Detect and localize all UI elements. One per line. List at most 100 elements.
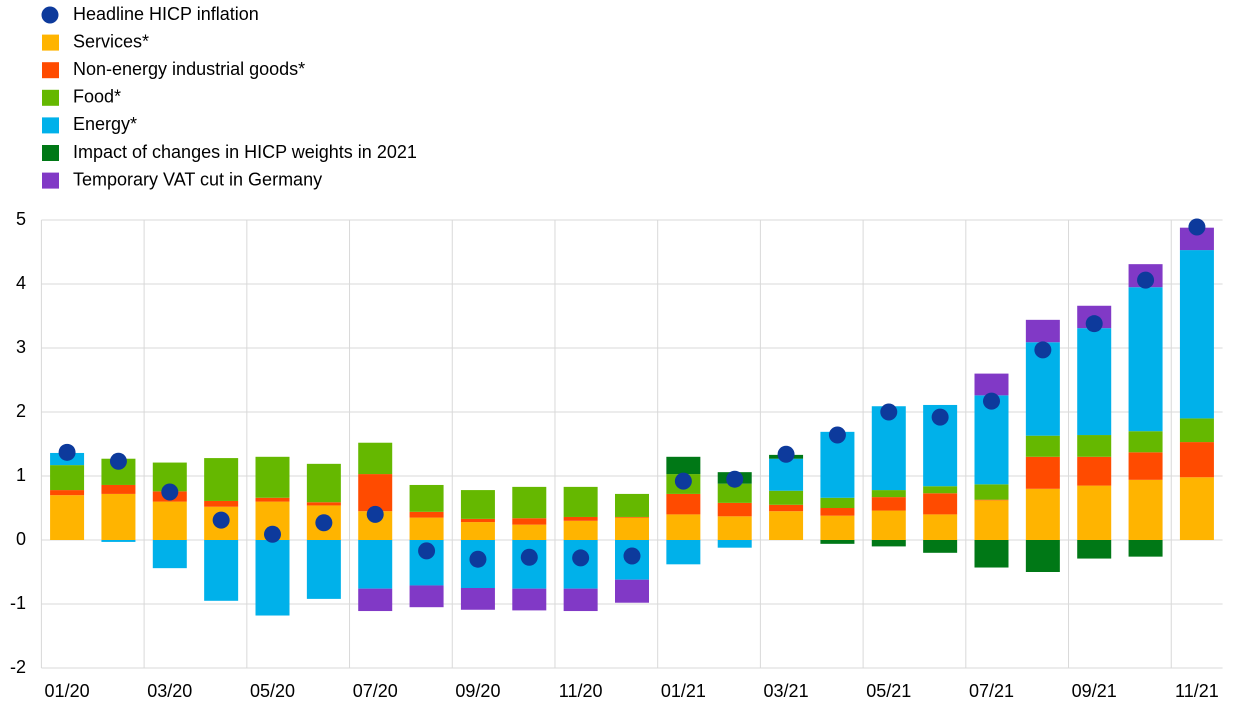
bar-segment — [717, 516, 752, 540]
bar-segment — [820, 508, 855, 516]
headline-dot — [674, 472, 692, 490]
bar-segment — [358, 474, 393, 512]
y-tick-label: 1 — [16, 465, 26, 485]
bar-segment — [460, 518, 495, 523]
bar-segment — [1179, 227, 1214, 251]
bar-segment — [306, 463, 341, 503]
x-tick-label: 01/21 — [661, 681, 706, 701]
bar-segment — [50, 465, 85, 491]
bar-segment — [101, 493, 136, 540]
headline-dot — [58, 443, 76, 461]
bar-segment — [563, 520, 598, 540]
headline-dot — [418, 542, 436, 560]
bar-segment — [1025, 319, 1060, 343]
bar-segment — [1128, 540, 1163, 557]
x-tick-label: 01/20 — [45, 681, 90, 701]
bar-segment — [974, 500, 1009, 540]
bar-segment — [615, 517, 649, 540]
bar-segment — [615, 516, 649, 518]
bar-segment — [666, 456, 701, 475]
bar-segment — [1025, 456, 1060, 489]
y-tick-label: 2 — [16, 401, 26, 421]
headline-dot — [1137, 271, 1155, 289]
bar-segment — [563, 516, 598, 521]
legend-marker — [42, 172, 59, 189]
bar-segment — [255, 497, 290, 502]
bar-segment — [358, 442, 393, 475]
bar-segment — [1128, 452, 1163, 480]
x-tick-label: 03/21 — [764, 681, 809, 701]
headline-dot — [982, 392, 1000, 410]
bar-segment — [204, 458, 239, 501]
bar-segment — [409, 511, 444, 518]
bar-segment — [306, 540, 341, 599]
headline-dot — [520, 548, 538, 566]
legend-label: Food* — [73, 87, 121, 107]
bar-segment — [204, 540, 239, 601]
bar-segment — [460, 522, 495, 540]
bar-segment — [1077, 485, 1112, 540]
bar-segment — [871, 540, 906, 547]
bar-segment — [974, 484, 1009, 500]
bar-segment — [1077, 456, 1112, 486]
headline-dot — [1034, 341, 1052, 359]
bar-segment — [101, 484, 136, 494]
bar-segment — [974, 499, 1009, 501]
y-tick-label: -1 — [10, 593, 26, 613]
bar-segment — [204, 500, 239, 507]
bar-segment — [563, 588, 598, 612]
bar-segment — [923, 493, 958, 515]
bar-segment — [1128, 431, 1163, 453]
headline-dot — [1085, 315, 1103, 333]
headline-dot — [572, 549, 590, 567]
bar-segment — [923, 540, 958, 553]
legend-marker — [42, 145, 59, 161]
bar-segment — [1077, 435, 1112, 457]
x-tick-label: 03/20 — [147, 681, 192, 701]
bar-segment — [1128, 479, 1163, 540]
x-tick-label: 05/20 — [250, 681, 295, 701]
bar-segment — [1025, 540, 1060, 572]
headline-dot — [828, 426, 846, 444]
bar-segment — [923, 514, 958, 540]
y-tick-label: 3 — [16, 337, 26, 357]
bar-segment — [358, 540, 393, 589]
bar-segment — [101, 540, 136, 542]
bar-segment — [255, 540, 290, 616]
headline-dot — [726, 470, 744, 488]
x-tick-label: 11/21 — [1175, 681, 1219, 701]
legend-marker — [42, 89, 59, 106]
bar-segment — [615, 579, 649, 603]
bar-segment — [820, 515, 855, 540]
x-tick-label: 07/21 — [969, 681, 1014, 701]
headline-dot — [109, 452, 127, 470]
bar-segment — [563, 486, 598, 517]
headline-dot — [161, 483, 179, 501]
headline-dot — [212, 511, 230, 529]
bar-segment — [512, 524, 547, 540]
bar-segment — [974, 540, 1009, 568]
x-tick-label: 11/20 — [559, 681, 603, 701]
bar-segment — [769, 490, 804, 505]
bar-segment — [923, 486, 958, 494]
bar-segment — [1025, 488, 1060, 540]
bar-segment — [1077, 328, 1112, 436]
bar-segment — [666, 514, 701, 540]
bar-segment — [409, 517, 444, 540]
bar-segment — [717, 540, 752, 548]
headline-dot — [264, 525, 282, 543]
x-tick-label: 05/21 — [866, 681, 911, 701]
bar-segment — [409, 484, 444, 512]
legend-marker — [42, 34, 59, 51]
headline-dot — [777, 445, 795, 463]
headline-dot — [623, 547, 641, 565]
legend-marker — [41, 6, 59, 24]
legend-marker — [42, 117, 59, 134]
x-tick-label: 09/20 — [455, 681, 500, 701]
bar-segment — [460, 490, 495, 519]
bar-segment — [460, 588, 495, 610]
y-tick-label: 4 — [16, 273, 26, 293]
legend-label: Impact of changes in HICP weights in 202… — [73, 142, 417, 162]
bar-segment — [769, 511, 804, 540]
